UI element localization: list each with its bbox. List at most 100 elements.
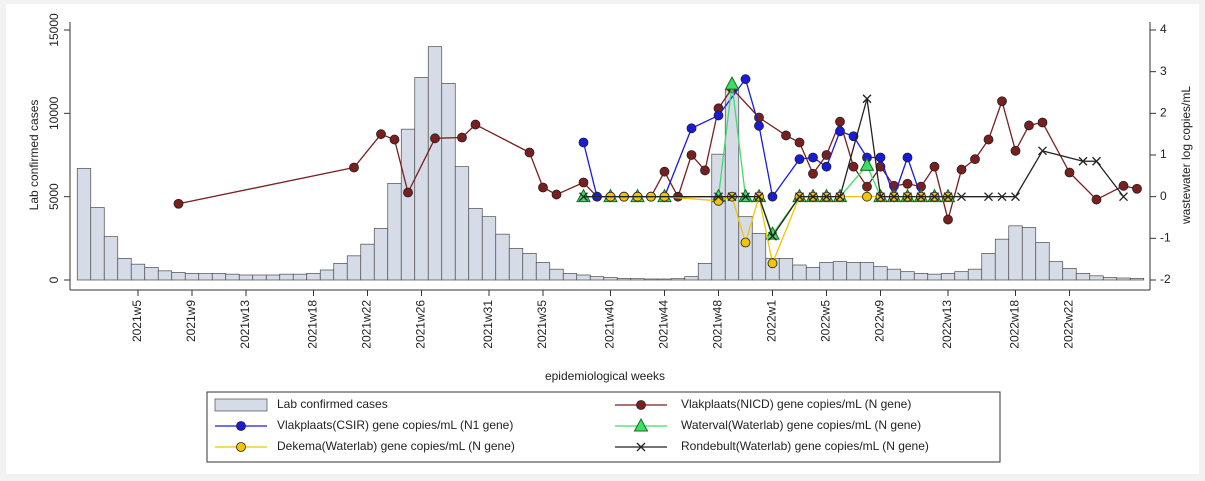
bar	[1075, 272, 1091, 281]
point	[795, 192, 804, 202]
point	[835, 126, 845, 137]
bar	[643, 278, 659, 281]
x-tick-label: 2021w22	[360, 300, 374, 349]
bar	[1021, 227, 1037, 281]
x-tick-label: 2022w9	[873, 300, 887, 342]
y2-tick-label: 1	[1160, 147, 1167, 161]
legend-label: Dekema(Waterlab) gene copies/mL (N gene)	[277, 439, 515, 453]
point	[767, 191, 778, 202]
point	[862, 94, 872, 104]
point	[579, 192, 588, 202]
series-line	[717, 78, 747, 116]
series-line	[744, 78, 760, 127]
point	[538, 182, 548, 193]
series-line	[771, 196, 801, 237]
series-line	[731, 87, 760, 118]
point	[794, 154, 805, 165]
point	[835, 192, 845, 202]
point	[902, 178, 913, 189]
bar	[1035, 242, 1050, 281]
point	[983, 134, 994, 145]
legend-item: Vlakplaats(NICD) gene copies/mL (N gene)	[615, 397, 911, 411]
x-tick-label: 2021w18	[306, 300, 320, 349]
legend-label: Vlakplaats(CSIR) gene copies/mL (N1 gene…	[277, 418, 513, 432]
bar	[576, 274, 591, 281]
bar	[90, 207, 105, 281]
bar	[900, 271, 915, 281]
point	[1132, 183, 1142, 194]
bar	[117, 257, 132, 281]
bar	[238, 274, 254, 281]
point	[876, 192, 885, 202]
series-line	[677, 154, 693, 197]
bar	[1089, 275, 1104, 281]
x-tick-label: 2021w40	[603, 300, 617, 349]
point	[1092, 156, 1101, 166]
point	[889, 192, 899, 202]
bar	[333, 262, 348, 281]
bar	[171, 272, 186, 281]
series-line	[1014, 150, 1044, 197]
point	[551, 189, 562, 200]
series-line	[1095, 160, 1125, 198]
series-line	[1096, 185, 1124, 201]
series-line	[758, 196, 774, 237]
bar	[859, 262, 875, 281]
point	[659, 166, 670, 177]
y-tick-label: 5000	[47, 183, 61, 210]
bar	[832, 261, 848, 281]
series-line	[758, 196, 774, 264]
point	[1119, 192, 1128, 202]
point	[859, 157, 875, 171]
point	[794, 137, 805, 148]
point	[754, 192, 764, 202]
point	[724, 76, 740, 90]
point	[916, 192, 926, 202]
bar	[778, 257, 794, 281]
series-line	[893, 157, 909, 197]
bar	[211, 272, 227, 281]
bar	[414, 77, 429, 281]
bar	[630, 278, 645, 281]
bar	[522, 252, 537, 281]
series-line	[353, 133, 382, 168]
bar	[792, 264, 807, 281]
bar	[1048, 261, 1064, 281]
bar	[1116, 277, 1131, 281]
legend-marker	[633, 417, 649, 432]
bar	[805, 267, 821, 281]
bar	[927, 273, 942, 281]
bar	[549, 268, 564, 281]
bar	[1129, 277, 1145, 281]
legend-item: Vlakplaats(CSIR) gene copies/mL (N1 gene…	[215, 418, 513, 432]
bar	[130, 263, 146, 281]
bar	[967, 268, 983, 281]
series-line	[906, 157, 922, 197]
point	[957, 192, 966, 202]
point	[457, 132, 467, 143]
bar	[481, 216, 497, 281]
y-tick-label: 10000	[47, 96, 61, 130]
y2-tick-label: 0	[1160, 189, 1167, 203]
bar	[886, 268, 902, 281]
point	[808, 192, 818, 202]
series-line	[731, 84, 747, 197]
series-line	[987, 101, 1003, 140]
series-line	[771, 158, 801, 198]
series-line	[178, 166, 355, 205]
x-tick-label: 2021w9	[184, 300, 198, 342]
bar	[981, 252, 996, 281]
bar	[279, 273, 294, 281]
series-line	[771, 196, 801, 264]
point	[929, 161, 940, 172]
y2-tick-label: 2	[1160, 106, 1167, 120]
bar	[657, 278, 672, 281]
point	[738, 188, 753, 203]
point	[808, 168, 818, 179]
legend-item: Dekema(Waterlab) gene copies/mL (N gene)	[215, 439, 515, 453]
series-line	[664, 196, 719, 202]
point	[389, 134, 400, 145]
legend-label: Waterval(Waterlab) gene copies/mL (N gen…	[681, 418, 921, 432]
series-line	[691, 114, 719, 129]
bar	[508, 247, 524, 281]
